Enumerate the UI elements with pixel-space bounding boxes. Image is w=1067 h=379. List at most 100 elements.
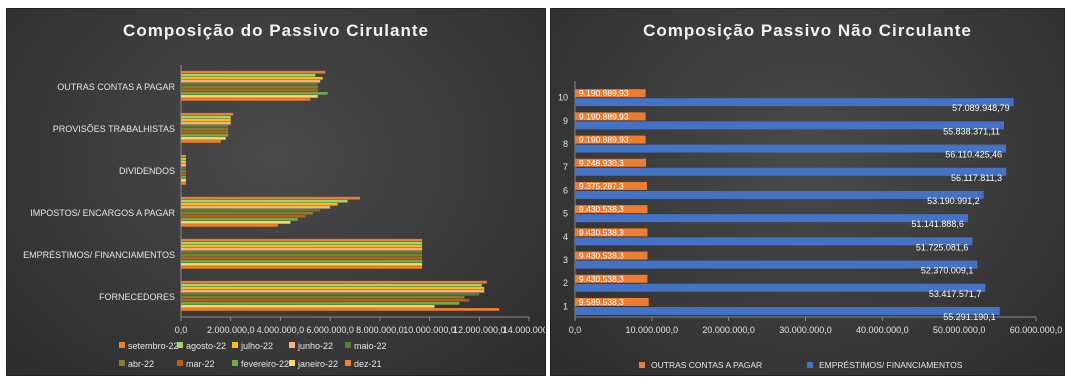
data-label-outras-contas: 9.190.889,93	[579, 135, 629, 145]
bar-emprestimos-4	[575, 237, 973, 246]
bar-outras-contas-6	[575, 181, 648, 190]
chart-title: Composição do Passivo Cirulante	[123, 21, 429, 40]
legend-label-mar-22: mar-22	[186, 359, 215, 369]
data-label-outras-contas: 9.589.538,3	[579, 297, 624, 307]
x-tick-label: 50.000.000,0	[933, 325, 986, 335]
bar-setembro-22-dividendos	[181, 154, 186, 158]
bar-abr-22-emprestimos-financiamentos	[181, 254, 423, 257]
data-label-outras-contas: 9.248.930,3	[579, 158, 624, 168]
legend-swatch-julho-22	[232, 342, 238, 348]
bar-maio-22-dividendos	[181, 166, 186, 170]
bar-maio-22-outras-contas-a-pagar	[181, 82, 318, 86]
bar-emprestimos-8	[575, 144, 1007, 153]
bar-janeiro-22-emprestimos-financiamentos	[181, 263, 423, 266]
chart-svg-passivo-circulante: OUTRAS CONTAS A PAGAR PROVISÕES TRABALHIS…	[23, 65, 545, 369]
bar-emprestimos-6	[575, 190, 984, 199]
bar-abr-22-outras-contas-a-pagar	[181, 86, 318, 89]
chart-title: Composição Passivo Não Circulante	[643, 21, 972, 40]
bar-outras-contas-4	[575, 228, 648, 237]
bar-janeiro-22-fornecedores	[181, 305, 435, 308]
bar-janeiro-22-dividendos	[181, 179, 186, 182]
bar-maio-22-fornecedores	[181, 292, 480, 296]
legend-label-dez-21: dez-21	[354, 359, 382, 369]
data-label-emprestimos: 56.110.425,46	[945, 150, 1002, 160]
x-tick-label: 20.000.000,0	[702, 325, 755, 335]
bar-agosto-22-emprestimos-financiamentos	[181, 241, 423, 245]
bar-outras-contas-2	[575, 274, 648, 283]
bar-abr-22-impostos-encargos-a-pagar	[181, 212, 313, 215]
legend-swatch-agosto-22	[177, 342, 183, 348]
x-tick-label: 8.000.000,0	[356, 325, 404, 335]
bar-outras-contas-5	[575, 205, 648, 214]
bar-outras-contas-3	[575, 251, 648, 260]
data-label-emprestimos: 57.089.948,79	[952, 103, 1010, 113]
bar-abr-22-dividendos	[181, 170, 186, 173]
legend-label-agosto-22: agosto-22	[186, 341, 226, 351]
x-tick-label: 10.000.000,0	[403, 325, 456, 335]
chart-svg-passivo-nao-circulante: 1 9.589.538,3 55.291.190,1 2 9.430.538,3 53.4…	[558, 81, 1063, 370]
bar-setembro-22-fornecedores	[181, 280, 487, 284]
legend-swatch-abr-22	[119, 360, 125, 366]
chart-panel-passivo-nao-circulante: Composição Passivo Não Circulante 1 9.589…	[550, 8, 1065, 376]
y-tick-label: EMPRÉSTIMOS/ FINANCIAMENTOS	[23, 250, 175, 260]
y-tick-label: 2	[563, 278, 568, 288]
data-label-emprestimos: 56.117.811,3	[951, 173, 1002, 183]
bar-fevereiro-22-provisoes-trabalhistas	[181, 134, 229, 137]
bar-fevereiro-22-fornecedores	[181, 302, 460, 305]
bar-junho-22-emprestimos-financiamentos	[181, 247, 423, 251]
bar-agosto-22-dividendos	[181, 157, 186, 161]
bar-emprestimos-3	[575, 260, 978, 269]
x-tick-label: 0,0	[569, 325, 582, 335]
bar-mar-22-impostos-encargos-a-pagar	[181, 215, 306, 218]
data-label-outras-contas: 9.430.538,3	[579, 274, 624, 284]
bar-emprestimos-1	[575, 306, 1000, 315]
legend-swatch-janeiro-22	[289, 360, 295, 366]
bar-janeiro-22-outras-contas-a-pagar	[181, 95, 318, 98]
data-label-emprestimos: 52.370.009,1	[921, 266, 974, 276]
bar-outras-contas-9	[575, 112, 646, 121]
y-tick-label: 8	[563, 139, 568, 149]
bar-mar-22-dividendos	[181, 173, 186, 176]
bar-abr-22-provisoes-trabalhistas	[181, 128, 229, 131]
bar-setembro-22-impostos-encargos-a-pagar	[181, 196, 360, 200]
bar-junho-22-outras-contas-a-pagar	[181, 79, 321, 83]
legend-label-janeiro-22: janeiro-22	[297, 359, 338, 369]
y-tick-label: IMPOSTOS/ ENCARGOS A PAGAR	[30, 208, 175, 218]
bar-mar-22-provisoes-trabalhistas	[181, 131, 229, 134]
x-tick-label: 40.000.000,0	[856, 325, 909, 335]
y-tick-label: 9	[563, 116, 568, 126]
x-tick-label: 6.000.000,0	[306, 325, 354, 335]
bar-setembro-22-outras-contas-a-pagar	[181, 70, 326, 74]
x-tick-label: 10.000.000,0	[626, 325, 679, 335]
y-tick-label: DIVIDENDOS	[119, 166, 175, 176]
bar-julho-22-impostos-encargos-a-pagar	[181, 202, 338, 206]
bar-emprestimos-9	[575, 121, 1005, 130]
y-tick-label: 3	[563, 255, 568, 265]
bar-agosto-22-impostos-encargos-a-pagar	[181, 199, 348, 203]
bar-dez-21-provisoes-trabalhistas	[181, 140, 221, 143]
bar-dez-21-impostos-encargos-a-pagar	[181, 224, 278, 227]
x-tick-label: 30.000.000,0	[779, 325, 832, 335]
bar-emprestimos-7	[575, 167, 1007, 176]
bar-dez-21-outras-contas-a-pagar	[181, 98, 311, 101]
y-tick-label: 10	[558, 93, 568, 103]
bar-mar-22-fornecedores	[181, 299, 470, 302]
bar-outras-contas-1	[575, 297, 649, 306]
bar-abr-22-fornecedores	[181, 296, 465, 299]
y-tick-label: 4	[563, 232, 568, 242]
x-tick-label: 60.000.000,0	[1010, 325, 1063, 335]
data-label-emprestimos: 55.291.190,1	[943, 312, 996, 322]
legend-swatch-mar-22	[177, 360, 183, 366]
y-tick-label: OUTRAS CONTAS A PAGAR	[57, 82, 175, 92]
bar-agosto-22-provisoes-trabalhistas	[181, 115, 231, 119]
bar-julho-22-dividendos	[181, 160, 186, 164]
bar-setembro-22-provisoes-trabalhistas	[181, 112, 234, 116]
legend-swatch-fevereiro-22	[232, 360, 238, 366]
bar-maio-22-provisoes-trabalhistas	[181, 124, 229, 128]
bar-emprestimos-5	[575, 214, 968, 223]
bar-outras-contas-10	[575, 89, 646, 98]
y-tick-label: 5	[563, 209, 568, 219]
bar-dez-21-dividendos	[181, 182, 186, 185]
bar-fevereiro-22-impostos-encargos-a-pagar	[181, 218, 298, 221]
bar-fevereiro-22-emprestimos-financiamentos	[181, 260, 423, 263]
